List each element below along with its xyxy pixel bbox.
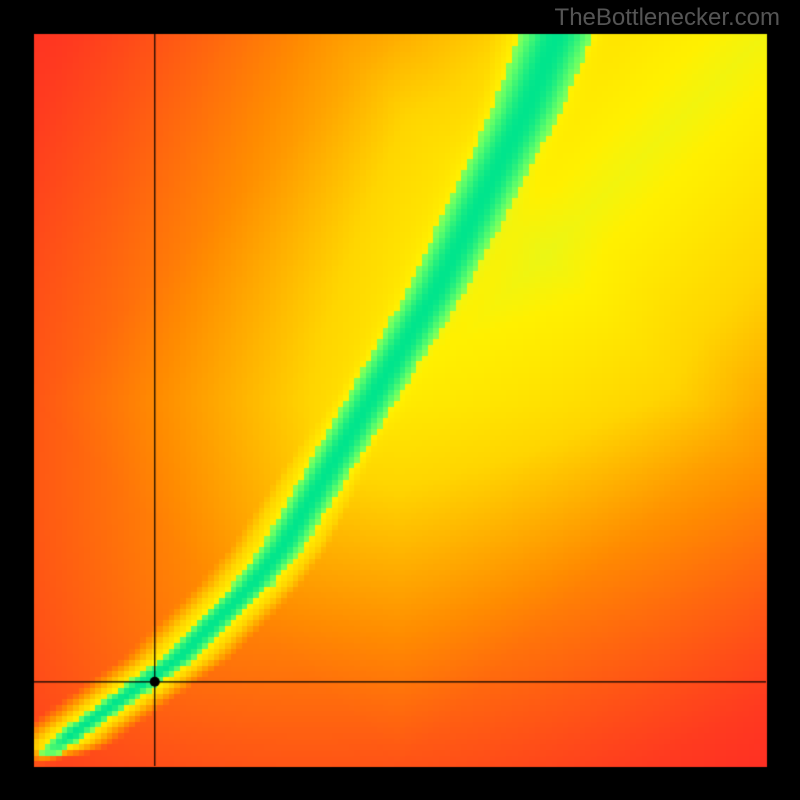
bottleneck-heatmap: [0, 0, 800, 800]
attribution-text: TheBottlenecker.com: [555, 4, 780, 32]
chart-container: TheBottlenecker.com: [0, 0, 800, 800]
